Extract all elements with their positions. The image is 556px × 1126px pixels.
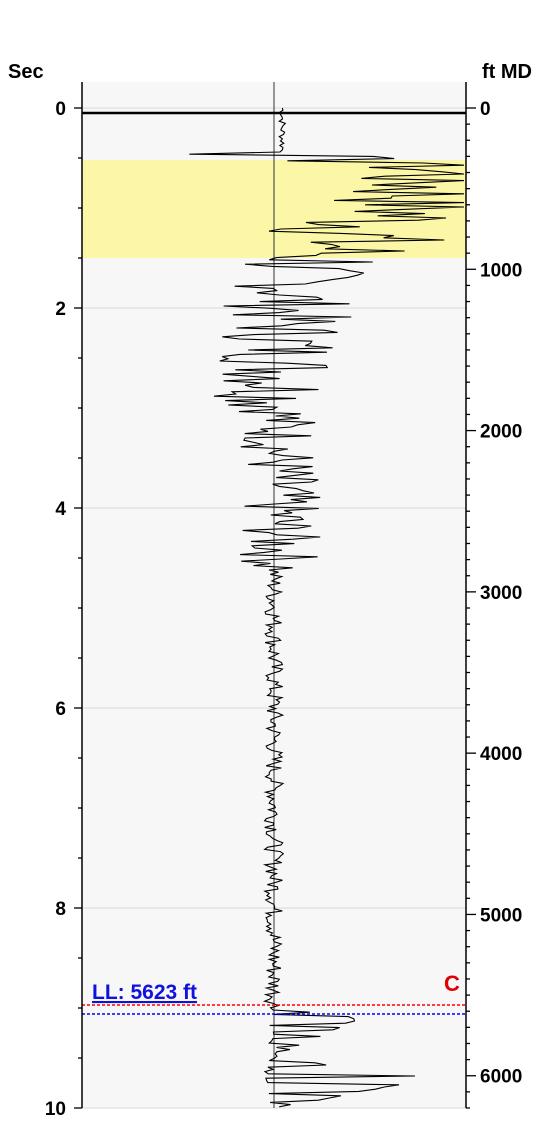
c-marker-label: C [444,971,460,996]
left-tick-label: 6 [55,699,66,720]
left-tick-label: 0 [55,99,66,120]
right-tick-label: 2000 [480,422,522,443]
right-axis-title: ft MD [482,61,532,83]
left-axis-ticks: 0 2 4 6 8 10 [45,99,82,1120]
right-tick-label: 0 [480,99,491,120]
left-tick-label: 4 [55,499,66,520]
right-tick-label: 6000 [480,1067,522,1088]
left-tick-label: 8 [55,899,66,920]
trace-line [189,107,465,1108]
right-tick-label: 1000 [480,260,522,281]
right-tick-label: 4000 [480,744,522,765]
left-tick-label: 10 [45,1099,66,1120]
right-tick-label: 3000 [480,583,522,604]
left-axis-title: Sec [8,61,44,83]
ll-marker-label: LL: 5623 ft [92,981,197,1004]
right-axis-ticks: 0 1000 2000 3000 4000 5000 6000 [466,99,522,1109]
right-tick-label: 5000 [480,905,522,926]
left-tick-label: 2 [55,299,66,320]
seismic-trace [82,107,466,1108]
